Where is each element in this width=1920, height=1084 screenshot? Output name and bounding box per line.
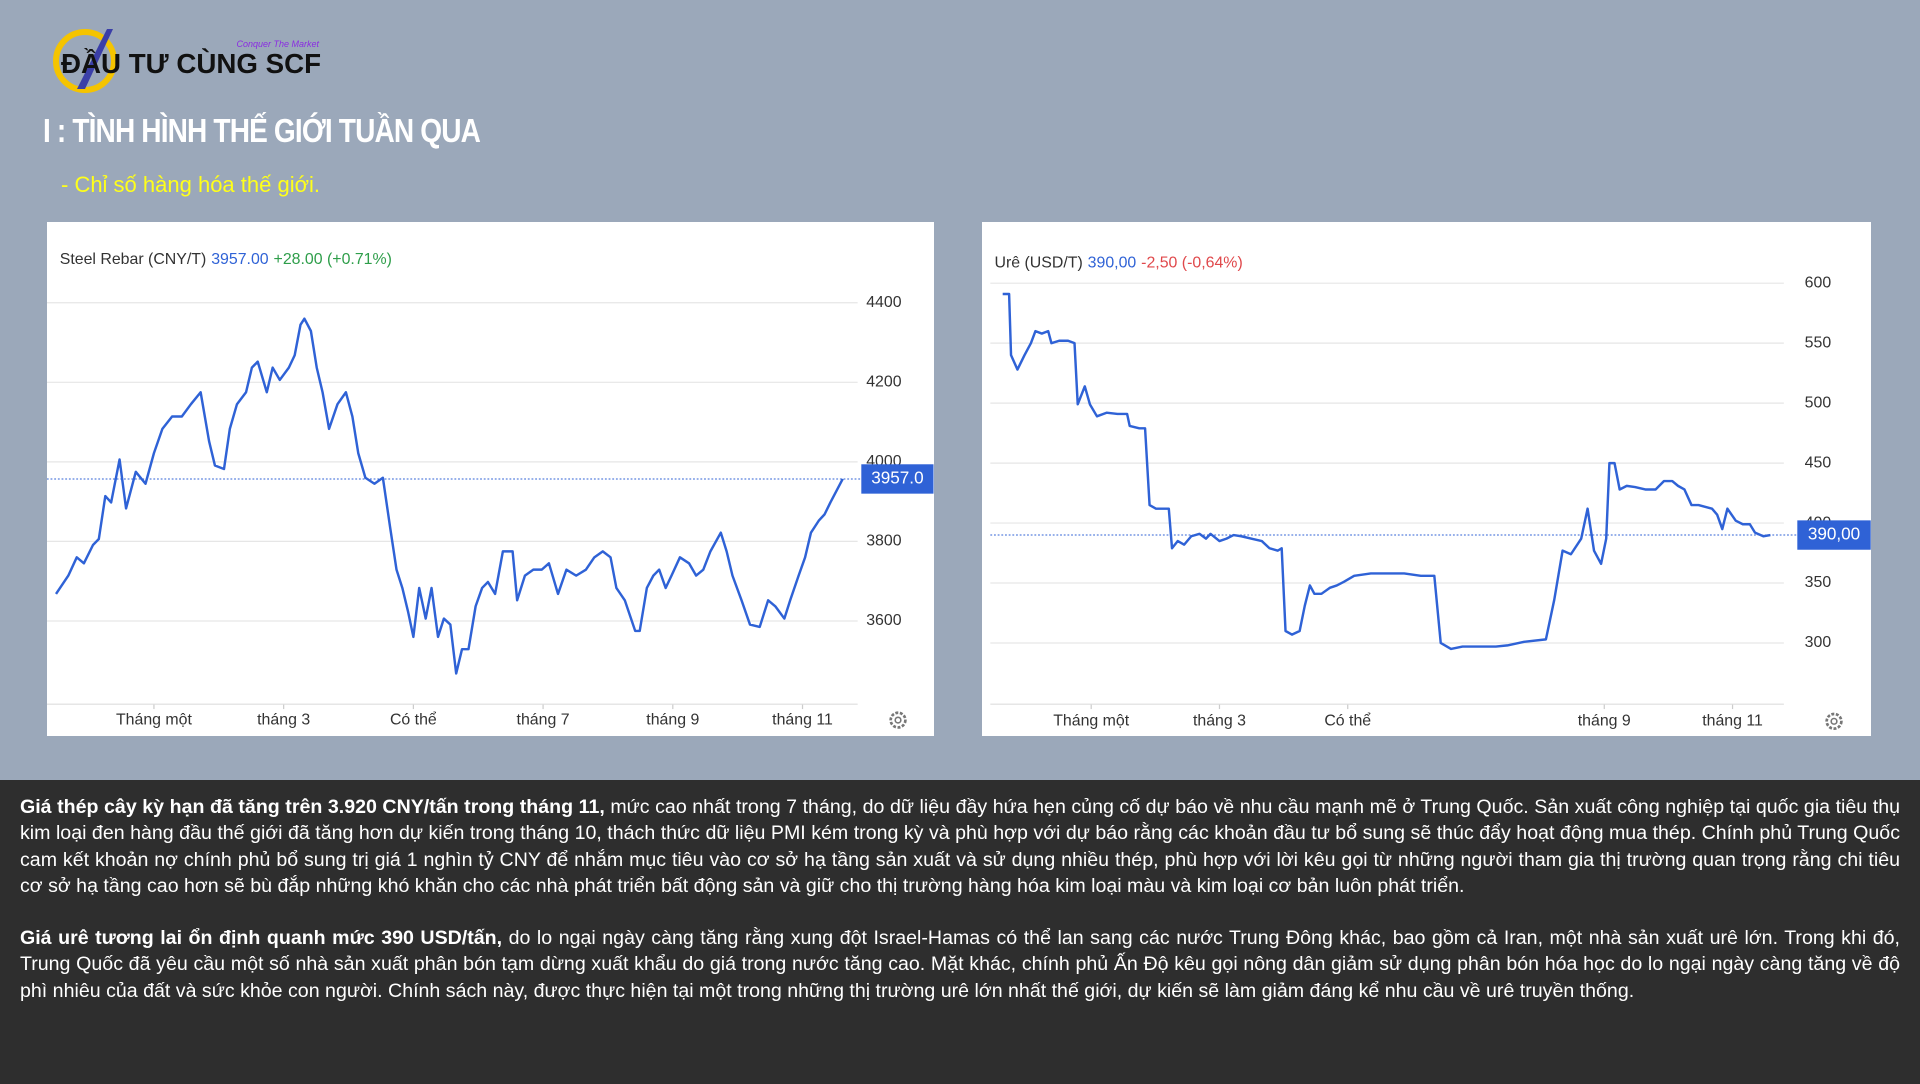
- paragraph-lead: Giá urê tương lai ổn định quanh mức 390 …: [20, 927, 503, 950]
- y-tick-label: 3600: [866, 612, 902, 629]
- gear-inner: [1830, 717, 1838, 725]
- gear-outer: [889, 711, 907, 729]
- y-tick-label: 350: [1805, 574, 1832, 591]
- x-tick-label: tháng 3: [257, 711, 310, 728]
- chart-header: Steel Rebar (CNY/T) 3957.00 +28.00 (+0.71%…: [60, 251, 392, 268]
- chart-header: Urê (USD/T) 390,00 -2,50 (-0,64%): [994, 255, 1242, 272]
- chart-price: 390,00: [1088, 255, 1137, 272]
- section-subtitle: - Chỉ số hàng hóa thế giới.: [61, 172, 321, 197]
- gear-inner: [894, 716, 902, 724]
- paragraph-body: mức cao nhất trong 7 tháng, do dữ liệu đ…: [20, 796, 1900, 897]
- paragraph-lead: Giá thép cây kỳ hạn đã tăng trên 3.920 C…: [20, 796, 605, 818]
- chart: Urê (USD/T)390,00-2,50 (-0,64%)300350400…: [982, 222, 1871, 736]
- logo-tagline: Conquer The Market: [236, 39, 319, 49]
- chart: Steel Rebar (CNY/T) 3957.00 +28.00 (+0.71%…: [47, 222, 934, 736]
- chart-title: Urê (USD/T): [994, 255, 1082, 272]
- x-tick-label: tháng 3: [1193, 713, 1246, 730]
- price-line: [54, 317, 844, 675]
- price-line: [1002, 292, 1771, 651]
- chart-title: Steel Rebar (CNY/T): [60, 251, 207, 268]
- x-tick-label: tháng 9: [1578, 713, 1631, 730]
- settings-icon[interactable]: [889, 711, 907, 729]
- settings-icon[interactable]: [1825, 712, 1843, 731]
- logo-stroke: [77, 29, 113, 89]
- text-panel: Giá thép cây kỳ hạn đã tăng trên 3.920 C…: [0, 780, 1920, 1084]
- x-tick-label: Có thể: [1324, 712, 1371, 730]
- section-title: I : TÌNH HÌNH THẾ GIỚI TUẦN QUA: [43, 112, 481, 149]
- price-tag: [861, 464, 934, 494]
- y-tick-label: 4400: [866, 294, 902, 311]
- x-tick-label: tháng 7: [517, 711, 570, 728]
- x-tick-label: Có thể: [390, 710, 437, 728]
- y-tick-label: 300: [1805, 634, 1832, 651]
- paragraph: Giá urê tương lai ổn định quanh mức 390 …: [20, 925, 1900, 1004]
- chart-change: +28.00 (+0.71%): [274, 251, 392, 268]
- y-tick-label: 500: [1805, 394, 1832, 411]
- paragraph-body: do lo ngại ngày càng tăng rằng xung đột …: [20, 927, 1900, 1002]
- y-tick-label: 550: [1805, 334, 1832, 351]
- price-tag-label: 390,00: [1808, 524, 1860, 544]
- x-tick-label: tháng 11: [1702, 713, 1763, 730]
- logo-text: ĐẦU TƯ CÙNG SCF: [61, 48, 321, 79]
- paragraph: Giá thép cây kỳ hạn đã tăng trên 3.920 C…: [20, 794, 1900, 899]
- chart-price: 3957.00: [211, 251, 269, 268]
- y-tick-label: 4200: [866, 374, 902, 391]
- y-tick-label: 3800: [866, 533, 902, 550]
- x-tick-label: Tháng một: [116, 711, 193, 728]
- price-tag: [1797, 520, 1871, 550]
- x-tick-label: tháng 9: [646, 711, 699, 728]
- y-tick-label: 600: [1805, 274, 1832, 291]
- gear-outer: [1825, 712, 1843, 731]
- chart-change: -2,50 (-0,64%): [1141, 255, 1243, 272]
- logo: ĐẦU TƯ CÙNG SCF Conquer The Market: [53, 29, 321, 93]
- price-tag-label: 3957.0: [871, 468, 923, 488]
- y-tick-label: 450: [1805, 454, 1832, 471]
- logo-ring: [53, 29, 117, 93]
- x-tick-label: tháng 11: [772, 711, 833, 728]
- x-tick-label: Tháng một: [1053, 713, 1130, 730]
